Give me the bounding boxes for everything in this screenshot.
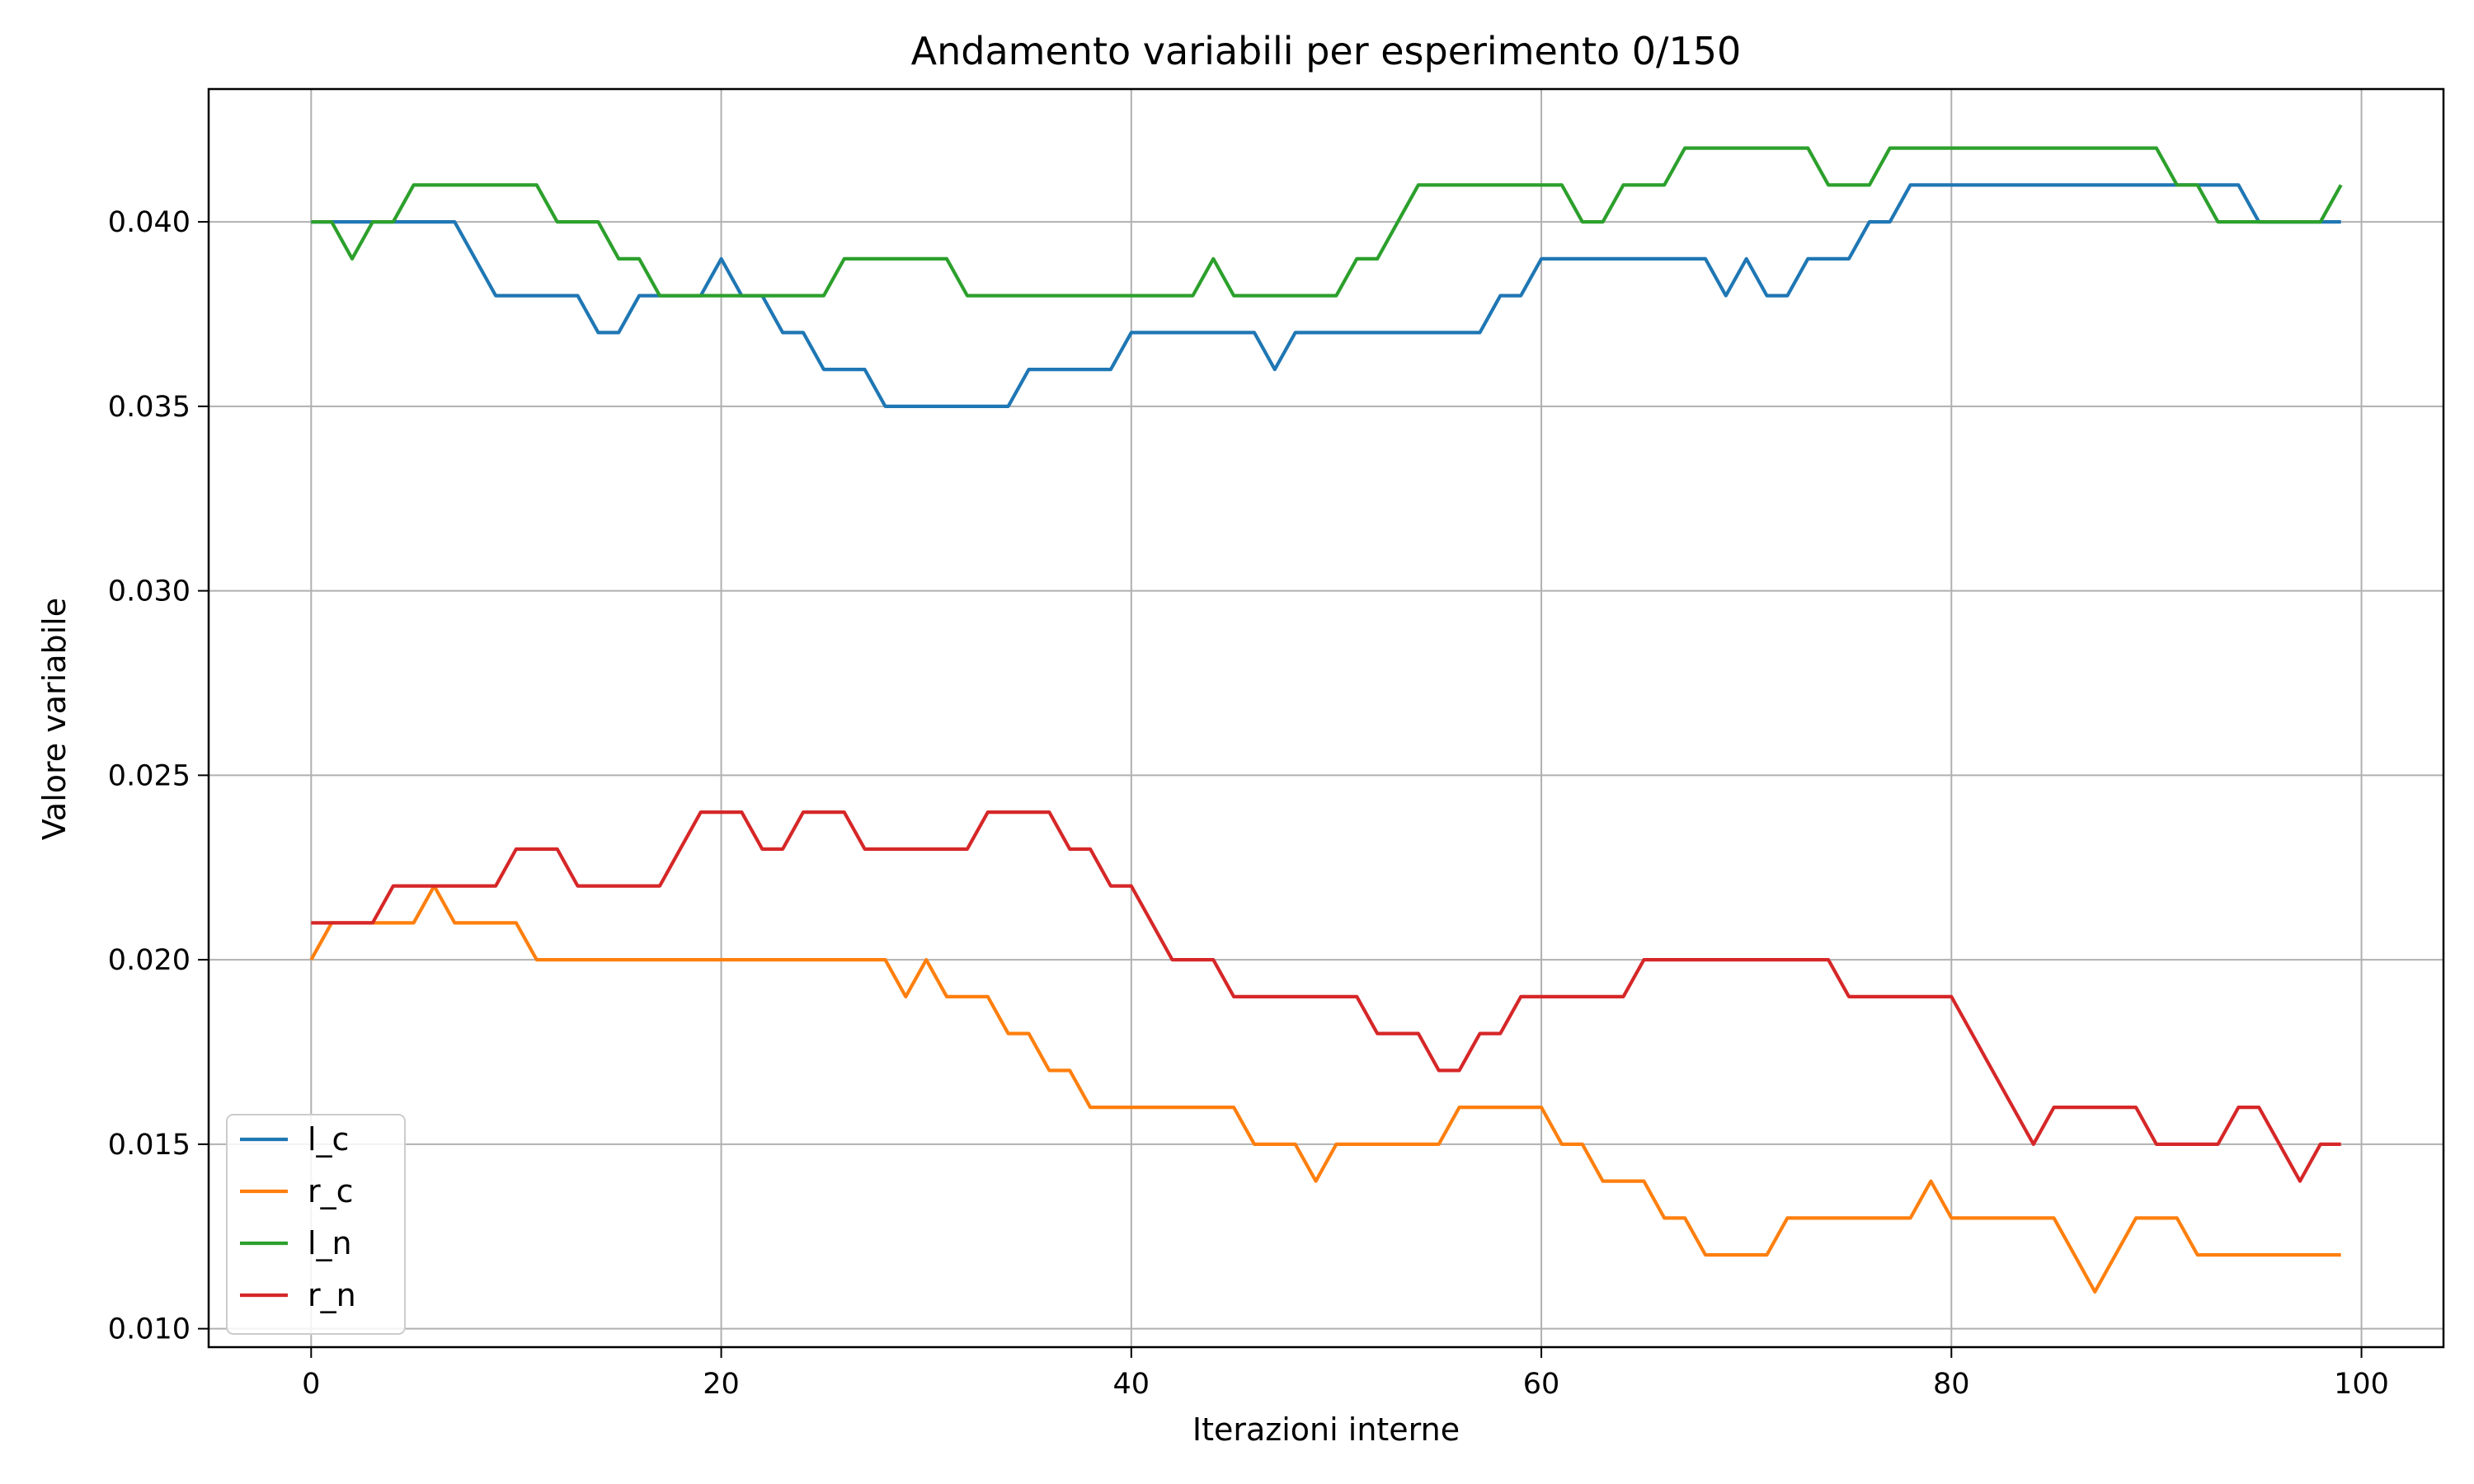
series-lines bbox=[309, 146, 2343, 1294]
y-tick-label: 0.025 bbox=[108, 759, 190, 792]
x-tick-label: 60 bbox=[1523, 1368, 1560, 1401]
series-line-r-n bbox=[311, 810, 2341, 1183]
legend: l_c r_c l_n r_n bbox=[226, 1114, 406, 1335]
x-axis-label: Iterazioni interne bbox=[1192, 1411, 1460, 1448]
y-tick-label: 0.015 bbox=[108, 1129, 190, 1162]
axis-ticks: 0 20 40 60 80 100 0.010 0.015 0.020 0.025 0.030 0.0… bbox=[108, 206, 2389, 1401]
x-tick-label: 100 bbox=[2334, 1368, 2389, 1401]
x-tick-label: 80 bbox=[1933, 1368, 1970, 1401]
legend-label: r_c bbox=[308, 1173, 354, 1209]
y-axis-label: Valore variabile bbox=[36, 598, 73, 840]
series-line-l-n bbox=[311, 146, 2343, 298]
series-line-l-c bbox=[311, 183, 2341, 408]
x-tick-label: 20 bbox=[703, 1368, 740, 1401]
legend-label: r_n bbox=[308, 1277, 356, 1313]
plot-area-frame bbox=[207, 87, 2445, 1349]
y-tick-label: 0.030 bbox=[108, 575, 190, 608]
y-tick-label: 0.010 bbox=[108, 1313, 190, 1346]
y-tick-label: 0.035 bbox=[108, 391, 190, 424]
legend-label: l_n bbox=[308, 1225, 352, 1261]
series-line-r-c bbox=[309, 884, 2341, 1294]
y-tick-label: 0.020 bbox=[108, 944, 190, 977]
legend-label: l_c bbox=[308, 1121, 349, 1158]
x-tick-label: 40 bbox=[1113, 1368, 1150, 1401]
chart-title: Andamento variabili per esperimento 0/15… bbox=[911, 29, 1742, 73]
x-tick-label: 0 bbox=[302, 1368, 320, 1401]
legend-box bbox=[226, 1114, 406, 1335]
y-tick-label: 0.040 bbox=[108, 206, 190, 239]
